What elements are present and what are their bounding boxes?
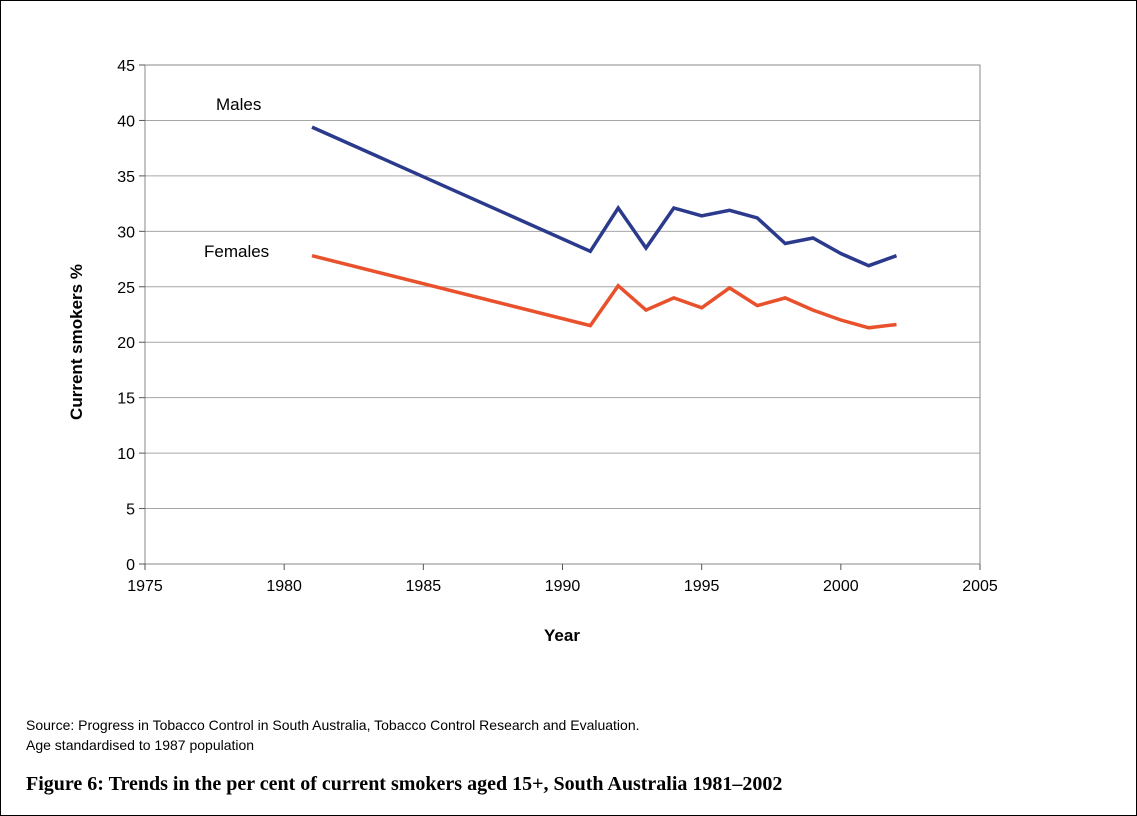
y-tick-label: 5 [126,502,135,519]
y-tick-label: 40 [117,113,135,130]
line-chart: 0 5 10 15 20 25 30 35 40 45 1975 1980 1985 1990 1995 20… [67,58,998,645]
series-line-males [311,125,898,268]
y-tick-label: 45 [117,58,135,75]
series-lines [311,125,898,330]
x-tick-label: 2005 [962,578,998,595]
x-tick-label: 2000 [823,578,859,595]
y-axis-title: Current smokers % [67,264,86,420]
y-tick-label: 0 [126,557,135,574]
x-tick-label: 1985 [406,578,442,595]
source-note: Source: Progress in Tobacco Control in S… [26,717,640,733]
age-standardisation-note: Age standardised to 1987 population [26,737,255,753]
y-tick-label: 25 [117,280,135,297]
plot-area [144,64,981,565]
series-line-females [311,254,897,330]
x-axis-title: Year [544,626,580,645]
x-tick-label: 1975 [127,578,163,595]
series-label-males: Males [216,95,261,114]
y-tick-label: 20 [117,335,135,352]
x-tick-label: 1995 [684,578,720,595]
series-label-females: Females [204,242,269,261]
axis-ticks: 0 5 10 15 20 25 30 35 40 45 1975 1980 1985 1990 1995 20… [117,58,998,595]
y-tick-label: 15 [117,391,135,408]
gridlines [145,119,980,510]
y-tick-label: 35 [117,169,135,186]
x-tick-label: 1990 [545,578,581,595]
figure-caption: Figure 6: Trends in the per cent of curr… [26,773,783,795]
y-tick-label: 10 [117,446,135,463]
x-tick-label: 1980 [266,578,302,595]
y-tick-label: 30 [117,224,135,241]
